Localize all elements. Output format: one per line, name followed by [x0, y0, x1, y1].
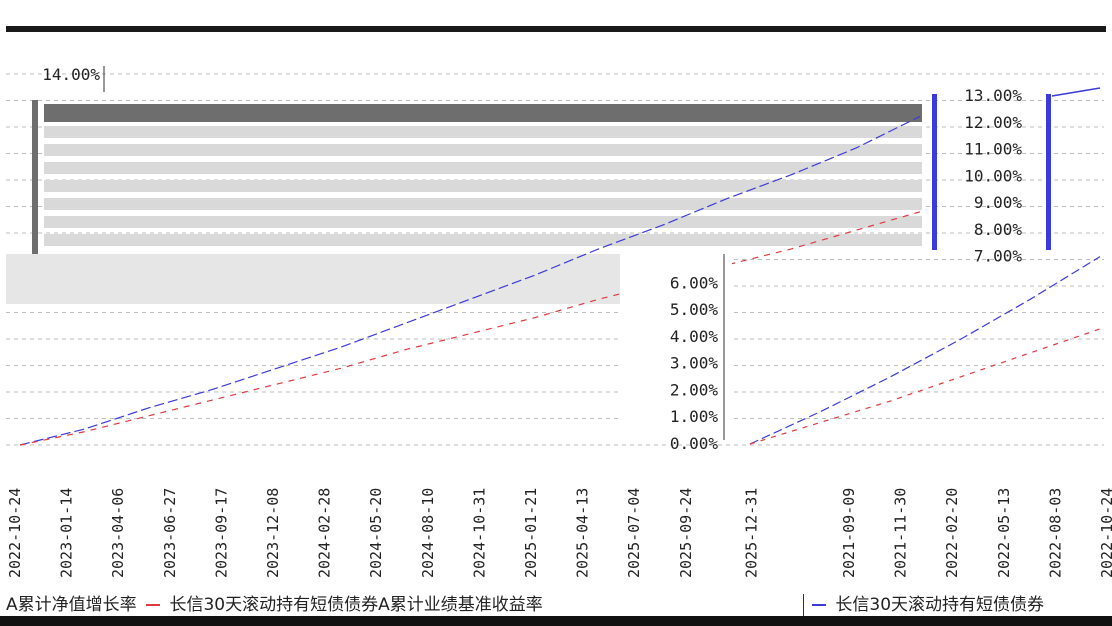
- inset-series-line: [749, 328, 1101, 445]
- inset-y-tick-label: 2.00%: [670, 380, 719, 399]
- legend-item-nav-2: 长信30天滚动持有短债债券: [835, 595, 1045, 615]
- legend-swatch-benchmark: [146, 604, 161, 606]
- x-tick-label: 2024-02-28: [316, 488, 334, 578]
- x-tick-label: 2025-01-21: [522, 488, 540, 578]
- blue-marker-right: [1046, 94, 1051, 250]
- inset-y-tick-label: 7.00%: [974, 247, 1023, 266]
- band-light: [44, 180, 922, 192]
- y-tick-label: 14.00%: [42, 65, 100, 84]
- inset-y-tick-label: 8.00%: [974, 220, 1023, 239]
- inset-y-tick-label: 5.00%: [670, 300, 719, 319]
- x-tick-label: 2025-04-13: [574, 488, 592, 578]
- inset-y-tick-label: 0.00%: [670, 434, 719, 453]
- inset-y-tick-label: 11.00%: [964, 140, 1022, 159]
- title-divider: [6, 26, 1106, 32]
- x-tick-label: 2023-12-08: [264, 488, 282, 578]
- band-light: [44, 126, 922, 138]
- bottom-bar: [0, 616, 1112, 626]
- inset-top-line: [1051, 87, 1101, 97]
- inset-x-tick-label: 2021-09-09: [840, 488, 858, 578]
- band-light: [44, 144, 922, 156]
- band-left-edge: [32, 100, 38, 255]
- band-light: [44, 198, 922, 210]
- x-tick-label: 2024-08-10: [419, 488, 437, 578]
- inset-y-tick-label: 1.00%: [670, 407, 719, 426]
- inset-x-tick-label: 2022-08-03: [1046, 488, 1064, 578]
- x-tick-label: 2025-12-31: [742, 488, 760, 578]
- x-tick-label: 2024-10-31: [470, 488, 488, 578]
- inset-x-tick-label: 2021-11-30: [892, 488, 910, 578]
- band-dark: [44, 104, 922, 122]
- inset-y-tick-label: 3.00%: [670, 354, 719, 373]
- inset-y-tick-label: 4.00%: [670, 327, 719, 346]
- band-light: [44, 216, 922, 228]
- x-tick-label: 2024-05-20: [367, 488, 385, 578]
- x-tick-label: 2023-01-14: [58, 488, 76, 578]
- series-line: [19, 115, 921, 446]
- x-tick-label: 2023-09-17: [212, 488, 230, 578]
- legend-item-benchmark: 长信30天滚动持有短债债券A累计业绩基准收益率: [169, 595, 543, 615]
- inset-y-tick-label: 13.00%: [964, 86, 1022, 105]
- legend-item-nav: A累计净值增长率: [6, 595, 137, 615]
- inset-y-tick-label: 6.00%: [670, 273, 719, 292]
- x-tick-label: 2022-10-24: [6, 488, 24, 578]
- legend-swatch-nav-2: [812, 604, 826, 606]
- inset-x-tick-label: 2022-10-24: [1098, 488, 1112, 578]
- band-light: [44, 234, 922, 246]
- legend-right: 长信30天滚动持有短债债券: [803, 594, 1112, 616]
- inset-y-tick-label: 12.00%: [964, 113, 1022, 132]
- inset-y-tick-label: 10.00%: [964, 166, 1022, 185]
- x-tick-label: 2025-07-04: [625, 488, 643, 578]
- series-line: [19, 211, 921, 446]
- inset-x-tick-label: 2022-02-20: [943, 488, 961, 578]
- inset-y-tick-label: 9.00%: [974, 193, 1023, 212]
- x-tick-label: 2023-06-27: [161, 488, 179, 578]
- inset-background: [622, 250, 732, 440]
- x-tick-label: 2025-09-24: [677, 488, 695, 578]
- inset-x-tick-label: 2022-05-13: [995, 488, 1013, 578]
- blue-marker-left: [932, 94, 937, 250]
- inset-series-line: [749, 256, 1101, 445]
- x-tick-label: 2023-04-06: [109, 488, 127, 578]
- band-light: [44, 162, 922, 174]
- band-overlay: [6, 254, 620, 304]
- legend-left: A累计净值增长率 长信30天滚动持有短债债券A累计业绩基准收益率: [6, 594, 712, 616]
